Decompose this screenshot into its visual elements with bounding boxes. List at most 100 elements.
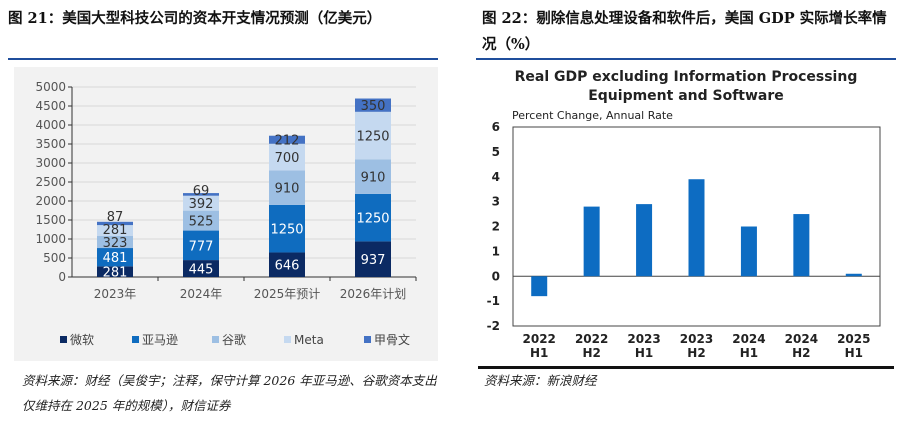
data-label: 910 [361,171,386,186]
data-label: 1250 [356,130,389,145]
x-tick-label-half: H1 [845,346,863,360]
y-tick-label: 0 [58,270,66,284]
bar-segment-微软 [97,266,133,277]
y-tick-label: 1500 [35,213,66,227]
bar-segment-微软 [355,241,391,277]
right-source-note: 资料来源：新浪财经 [484,373,597,388]
x-tick-label-year: 2024 [785,332,818,346]
x-tick-label-year: 2022 [575,332,608,346]
data-label: 87 [107,210,124,225]
legend-label: 谷歌 [222,332,246,347]
y-tick-label: 2000 [35,194,66,208]
y-tick-label: 500 [43,251,66,265]
data-label: 212 [275,134,300,149]
data-label: 1250 [356,212,389,227]
bar-segment-Meta [355,111,391,160]
data-label: 350 [361,99,386,114]
x-tick-label-year: 2023 [680,332,713,346]
data-label: 392 [189,197,214,212]
y-tick-label: 3500 [35,137,66,151]
legend-swatch [364,336,371,343]
x-tick-label-half: H1 [530,346,548,360]
left-source-note: 资料来源：财经（吴俊宇；注释，保守计算 2026 年亚马逊、谷歌资本支出仅维持在… [22,373,437,413]
bar-segment-甲骨文 [355,98,391,112]
bar-segment-亚马逊 [183,230,219,261]
legend-label: 亚马逊 [142,333,178,347]
y-tick-label: 3000 [35,156,66,170]
y-tick-label: 5000 [35,80,66,94]
bar-segment-Meta [97,225,133,236]
y-tick-label: 3 [492,195,500,209]
bar-segment-亚马逊 [355,193,391,242]
x-tick-label: 2026年计划 [340,287,407,301]
data-label: 910 [275,182,300,197]
bar-segment-甲骨文 [97,221,133,226]
bar [531,276,548,297]
bar-segment-谷歌 [355,159,391,194]
x-tick-label-year: 2023 [627,332,660,346]
x-tick-label-half: H1 [635,346,653,360]
capex-stacked-bar-chart: 0 500 1000 1500 2000 2500 3000 3500 4000 4500 5000… [35,80,417,347]
right-figure-title: 图 22：剔除信息处理设备和软件后，美国 GDP 实际增长率情况（%） [482,10,887,53]
x-tick-label-half: H2 [792,346,810,360]
data-label: 937 [361,253,386,268]
bar-segment-Meta [183,195,219,211]
x-tick-label-year: 2024 [732,332,765,346]
x-tick-label-half: H1 [740,346,758,360]
y-tick-label: 1000 [35,232,66,246]
left-figure-title: 图 21：美国大型科技公司的资本开支情况预测（亿美元） [8,10,382,27]
bar-segment-微软 [269,252,305,277]
y-tick-label: 6 [492,120,500,134]
x-tick-label-year: 2025 [837,332,870,346]
data-label: 281 [103,266,128,281]
data-label: 525 [189,215,214,230]
y-tick-label: 5 [492,145,500,159]
y-tick-label: 4000 [35,118,66,132]
data-label: 281 [103,223,128,238]
y-tick-label: 0 [492,269,500,283]
data-label: 1250 [270,223,303,238]
x-tick-label: 2025年预计 [254,287,321,301]
y-tick-label: 4500 [35,99,66,113]
y-tick-label: 1 [492,244,500,258]
legend-swatch [284,336,291,343]
data-label: 445 [189,263,214,278]
bar [845,273,862,277]
right-chart-border [478,366,894,369]
bar [740,226,757,277]
left-chart-area: 0 500 1000 1500 2000 2500 3000 3500 4000 4500 5000… [14,67,438,361]
legend-swatch [132,336,139,343]
legend-label: Meta [294,333,324,347]
legend-label: 微软 [70,333,94,347]
y-tick-label: -1 [487,294,500,308]
data-label: 700 [275,151,300,166]
bar-segment-谷歌 [97,235,133,249]
bar-segment-亚马逊 [97,248,133,267]
y-tick-label: 4 [492,170,500,184]
bar-segment-谷歌 [183,210,219,231]
data-label: 481 [103,251,128,266]
chart-subtitle: Percent Change, Annual Rate [512,109,673,122]
legend-swatch [60,336,67,343]
y-tick-label: -2 [487,319,500,333]
legend-swatch [212,336,219,343]
data-label: 646 [275,259,300,274]
bar-segment-Meta [269,143,305,171]
legend-label: 甲骨文 [374,332,410,347]
data-label: 69 [193,184,210,199]
bar-segment-微软 [183,260,219,277]
chart-title-line2: Equipment and Software [588,88,784,104]
bar [583,206,600,277]
bar [688,179,705,277]
y-tick-label: 2500 [35,175,66,189]
right-title-rule [476,58,896,60]
bar-segment-亚马逊 [269,204,305,253]
x-tick-label-half: H2 [582,346,600,360]
y-tick-label: 2 [492,220,500,234]
bar-segment-甲骨文 [183,193,219,196]
bar [793,214,810,277]
data-label: 323 [103,236,128,251]
bar-segment-甲骨文 [269,135,305,144]
x-tick-label: 2023年 [94,287,137,301]
left-title-rule [8,58,438,60]
